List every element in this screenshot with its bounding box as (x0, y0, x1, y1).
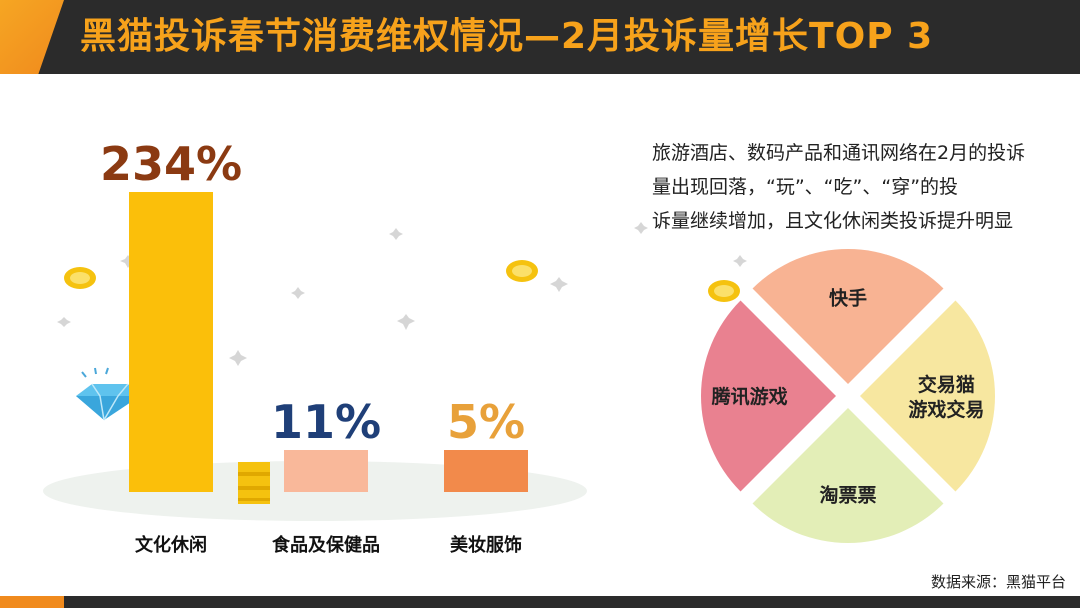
description-line: 诉量继续增加，且文化休闲类投诉提升明显 (652, 210, 1014, 232)
bar-1 (129, 192, 213, 492)
pie-segment (860, 300, 995, 492)
bar-value-label: 234% (100, 137, 242, 191)
pie-segment (752, 408, 944, 543)
pie-segment-label: 交易猫游戏交易 (908, 373, 984, 421)
bar-chart: 234% 文化休闲 11% 食品及保健品 5% 美妆服饰 (100, 137, 528, 556)
bar-3 (444, 450, 528, 492)
footer-bar (0, 596, 1080, 608)
page-title: 黑猫投诉春节消费维权情况—2月投诉量增长TOP 3 (80, 16, 934, 57)
description-text: 旅游酒店、数码产品和通讯网络在2月的投诉 量出现回落，“玩”、“吃”、“穿”的投… (652, 136, 1062, 238)
bar-value-label: 11% (271, 395, 381, 449)
bar-category-label: 美妆服饰 (450, 534, 522, 556)
description-line: 量出现回落，“玩”、“吃”、“穿”的投 (652, 176, 959, 198)
coin-stack-icon (238, 462, 270, 504)
bar-category-label: 食品及保健品 (271, 534, 380, 556)
pie-segment-label: 淘票票 (819, 483, 876, 506)
header-accent-shape (0, 0, 64, 74)
pie-segment (701, 300, 836, 492)
pie-segment-label: 快手 (829, 287, 867, 310)
footer-accent-shape (0, 596, 64, 608)
pie-segment (752, 249, 944, 384)
header-bar: 黑猫投诉春节消费维权情况—2月投诉量增长TOP 3 (0, 0, 1080, 74)
bar-category-label: 文化休闲 (135, 534, 207, 556)
diamond-icon (76, 367, 140, 421)
bar-value-label: 5% (447, 395, 525, 449)
pie-segment-label: 腾讯游戏 (711, 385, 788, 408)
description-line: 旅游酒店、数码产品和通讯网络在2月的投诉 (652, 142, 1026, 164)
bar-2 (284, 450, 368, 492)
sparkle-icon (57, 222, 747, 366)
data-source-note: 数据来源：黑猫平台 (930, 573, 1066, 591)
